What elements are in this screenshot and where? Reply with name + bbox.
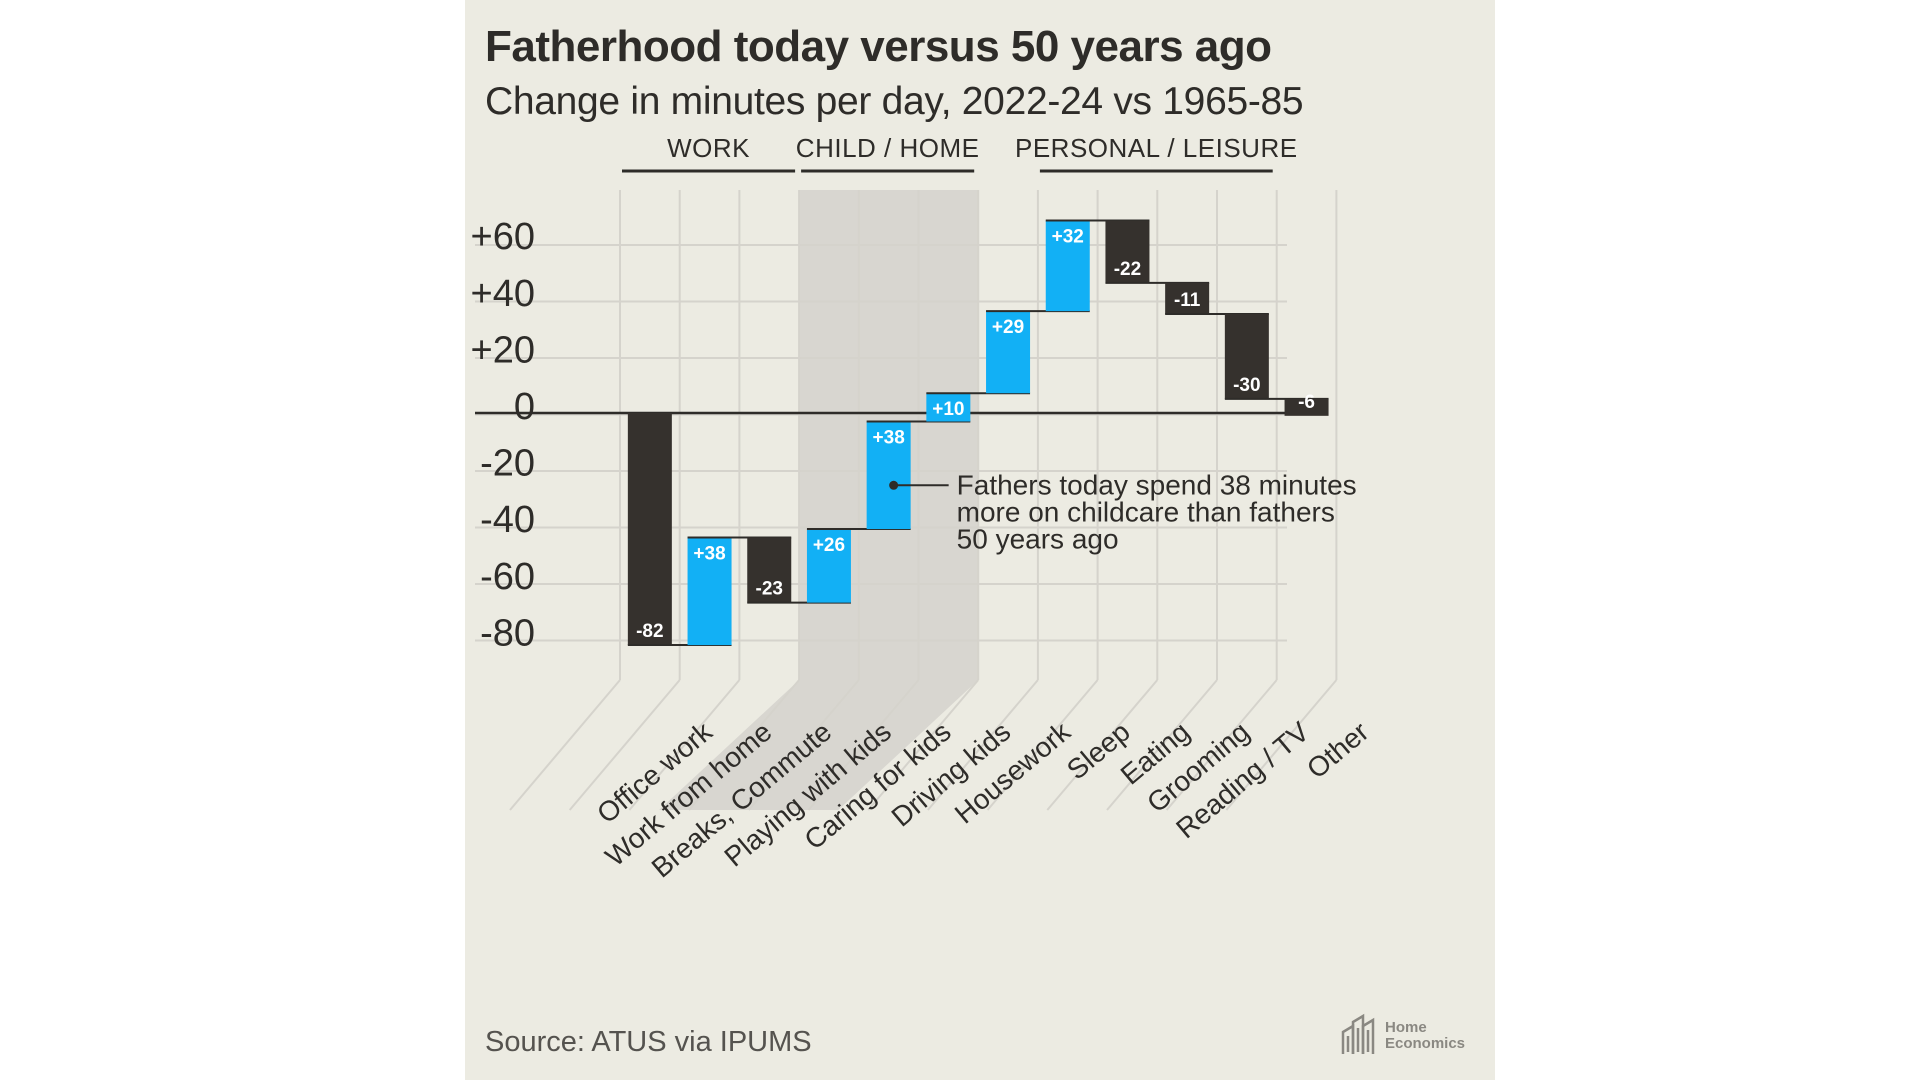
bar-driving-kids [926,393,971,422]
y-tick-label: +20 [471,329,535,371]
diagonal-guide [628,679,741,811]
logo-wordmark: Home Economics [1385,1020,1465,1052]
group-label-1: CHILD / HOME [796,133,980,163]
data-label: -11 [1174,290,1201,311]
group-label-0: WORK [667,133,750,163]
chart-card: Fatherhood today versus 50 years ago Cha… [465,0,1495,1080]
y-tick-label: -60 [480,556,535,598]
annotation-line: Fathers today spend 38 minutes [957,469,1357,500]
highlight-band-child-home [659,190,979,810]
y-tick-label: +60 [471,216,535,258]
chart-title: Fatherhood today versus 50 years ago [485,22,1272,71]
y-tick-label: +40 [471,273,535,315]
group-label-2: PERSONAL / LEISURE [1015,133,1298,163]
diagonal-guide [1225,679,1338,811]
data-label: +32 [1052,227,1084,248]
bar-reading-tv [1224,313,1269,399]
data-label: -82 [636,621,663,642]
data-label: +26 [813,535,845,556]
diagonal-guide [867,679,979,811]
waterfall-chart: WORK CHILD / HOME PERSONAL / LEISURE +60 +40… [471,133,1375,884]
bar-breaks-commute [747,537,792,603]
diagonal-guide [748,679,860,811]
bar-work-from-home [687,537,732,646]
bar-office-work [627,413,672,646]
category-label: Other [1301,716,1375,785]
data-label: -23 [756,579,783,600]
diagonal-guide [1106,679,1218,811]
annotation-line: more on childcare than fathers [957,496,1335,527]
logo-line-1: Home [1385,1019,1427,1036]
chart-subtitle: Change in minutes per day, 2022-24 vs 19… [485,80,1304,123]
bar-eating [1105,220,1150,283]
bar-sleep [1045,220,1090,312]
data-label: -6 [1298,392,1315,413]
diagonal-guide [927,679,1039,811]
data-label: -22 [1114,259,1141,280]
bar-caring-for-kids [866,421,911,530]
y-tick-label: -80 [480,612,535,654]
diagonal-guide [807,679,920,811]
y-tick-label: -40 [480,499,535,541]
bar-other [1284,398,1329,416]
source-note: Source: ATUS via IPUMS [485,1026,812,1058]
diagonal-guide [1165,679,1278,811]
data-label: +10 [932,399,964,420]
data-label: -30 [1233,375,1260,396]
annotation-line: 50 years ago [957,523,1119,554]
diagonal-guide [1046,679,1159,811]
bar-housework [986,311,1031,394]
data-label: +38 [873,427,905,448]
logo-line-2: Economics [1385,1035,1466,1052]
diagonal-guide [688,679,800,811]
bar-grooming [1165,282,1210,314]
diagonal-guide [986,679,1099,811]
diagonal-guide [568,679,681,811]
data-label: +38 [693,544,725,565]
building-logo-icon [1341,1013,1375,1054]
data-label: +29 [992,317,1024,338]
annotation-text: Fathers today spend 38 minutes more on ch… [957,469,1357,554]
bar-playing-with-kids [806,529,851,603]
diagonal-guide [509,679,621,811]
y-tick-label: -20 [480,443,535,485]
y-tick-label: 0 [514,386,535,428]
